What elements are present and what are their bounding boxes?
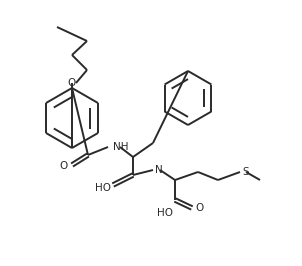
Text: HO: HO <box>157 208 173 218</box>
Text: O: O <box>60 161 68 171</box>
Text: NH: NH <box>113 142 128 152</box>
Text: HO: HO <box>95 183 111 193</box>
Text: S: S <box>242 167 249 177</box>
Text: O: O <box>68 78 76 88</box>
Text: N: N <box>155 165 163 175</box>
Text: O: O <box>195 203 203 213</box>
